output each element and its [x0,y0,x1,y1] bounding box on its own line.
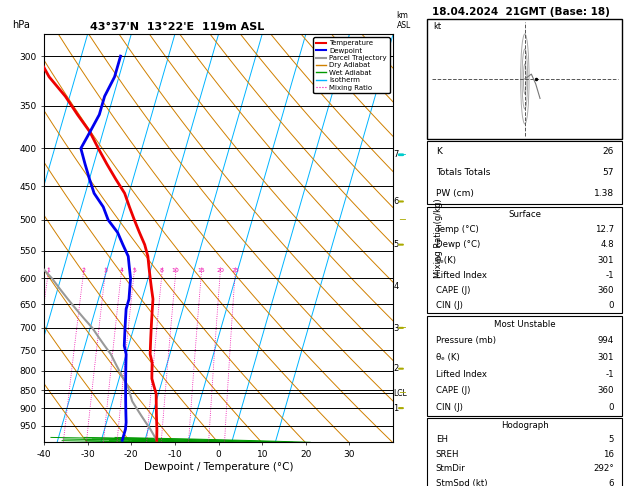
Text: EH: EH [436,435,448,444]
Text: 10: 10 [172,268,179,273]
Text: 1.38: 1.38 [594,189,614,198]
Text: 4: 4 [393,282,398,292]
Text: 6: 6 [608,479,614,486]
Text: kt: kt [434,22,442,31]
Text: 2: 2 [393,364,398,373]
Text: 1: 1 [393,403,398,413]
Bar [427,141,623,204]
Text: 5: 5 [393,240,398,249]
Text: 12.7: 12.7 [594,225,614,234]
Text: ─: ─ [399,150,406,160]
Text: 5: 5 [132,268,136,273]
Text: 20: 20 [216,268,224,273]
Text: PW (cm): PW (cm) [436,189,474,198]
Text: Hodograph: Hodograph [501,421,548,430]
Text: ─: ─ [399,215,406,225]
Text: 3: 3 [103,268,108,273]
Bar [427,316,623,416]
Text: LCL: LCL [393,389,407,398]
Text: Lifted Index: Lifted Index [436,271,487,280]
Text: CIN (J): CIN (J) [436,403,463,412]
Bar [427,19,623,139]
Text: ─: ─ [399,323,406,333]
Text: 0: 0 [608,403,614,412]
Text: 25: 25 [231,268,239,273]
Text: Temp (°C): Temp (°C) [436,225,479,234]
Text: 1: 1 [46,268,50,273]
Text: 57: 57 [603,168,614,177]
Text: Mixing Ratio (g/kg): Mixing Ratio (g/kg) [434,198,443,278]
Bar [427,207,623,313]
Title: 43°37'N  13°22'E  119m ASL: 43°37'N 13°22'E 119m ASL [89,22,264,32]
Text: StmDir: StmDir [436,465,465,473]
Text: 5: 5 [608,435,614,444]
Text: Lifted Index: Lifted Index [436,369,487,379]
Text: km
ASL: km ASL [397,11,411,30]
Text: 4.8: 4.8 [600,240,614,249]
Text: StmSpd (kt): StmSpd (kt) [436,479,487,486]
Text: ─: ─ [399,388,406,398]
Text: 2: 2 [81,268,86,273]
Text: -1: -1 [605,369,614,379]
Text: 301: 301 [598,353,614,362]
Text: hPa: hPa [13,20,30,30]
Legend: Temperature, Dewpoint, Parcel Trajectory, Dry Adiabat, Wet Adiabat, Isotherm, Mi: Temperature, Dewpoint, Parcel Trajectory… [313,37,389,93]
Text: θₑ(K): θₑ(K) [436,256,457,264]
Text: 994: 994 [598,336,614,346]
Text: θₑ (K): θₑ (K) [436,353,460,362]
Text: -1: -1 [605,271,614,280]
Text: 292°: 292° [593,465,614,473]
Text: Totals Totals: Totals Totals [436,168,490,177]
Text: Pressure (mb): Pressure (mb) [436,336,496,346]
Text: 0: 0 [608,301,614,311]
Text: 7: 7 [393,150,399,159]
Text: Surface: Surface [508,209,542,219]
Text: 18.04.2024  21GMT (Base: 18): 18.04.2024 21GMT (Base: 18) [431,7,610,17]
X-axis label: Dewpoint / Temperature (°C): Dewpoint / Temperature (°C) [144,462,293,472]
Text: 4: 4 [120,268,123,273]
Text: 26: 26 [603,147,614,156]
Text: SREH: SREH [436,450,459,459]
Text: CAPE (J): CAPE (J) [436,386,470,395]
Text: 16: 16 [603,450,614,459]
Text: 301: 301 [598,256,614,264]
Text: 15: 15 [198,268,205,273]
Text: 360: 360 [598,386,614,395]
Text: K: K [436,147,442,156]
Text: 3: 3 [393,324,399,333]
Text: CAPE (J): CAPE (J) [436,286,470,295]
Text: Most Unstable: Most Unstable [494,320,555,329]
Text: 6: 6 [393,197,399,206]
Text: 360: 360 [598,286,614,295]
Bar [427,418,623,486]
Text: CIN (J): CIN (J) [436,301,463,311]
Text: 8: 8 [160,268,164,273]
Text: Dewp (°C): Dewp (°C) [436,240,480,249]
